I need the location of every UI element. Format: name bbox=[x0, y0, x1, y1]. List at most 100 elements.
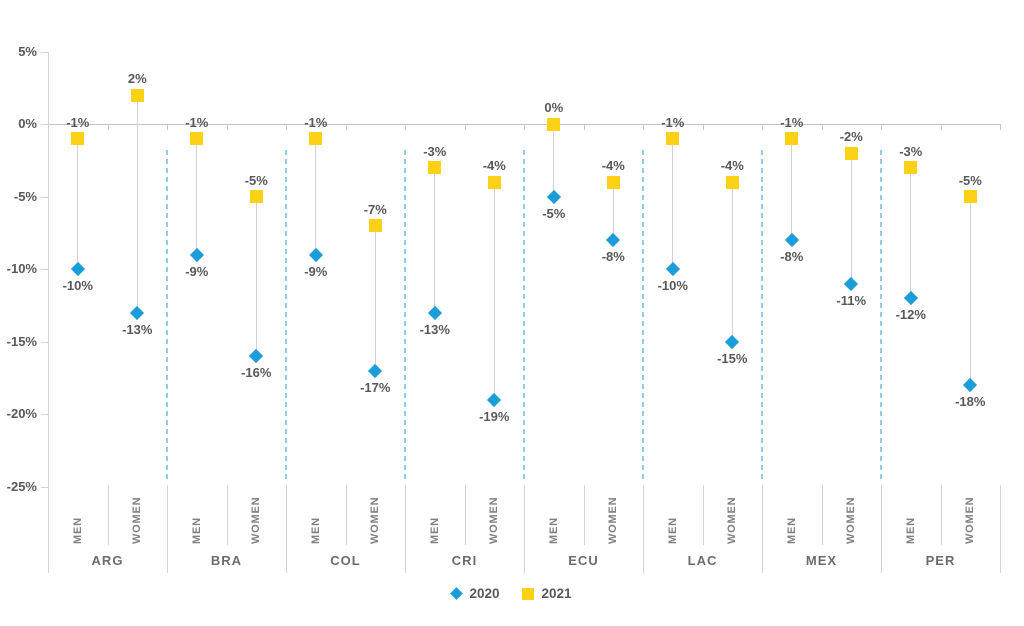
zero-axis-tick bbox=[107, 124, 109, 130]
value-label-2021: -5% bbox=[958, 172, 982, 188]
category-label: MEX bbox=[805, 553, 838, 568]
data-marker-2021 bbox=[71, 132, 85, 145]
connector-line bbox=[136, 95, 138, 313]
data-marker-2021 bbox=[666, 132, 680, 145]
subcategory-divider bbox=[821, 485, 823, 545]
zero-axis-tick bbox=[702, 124, 704, 130]
data-marker-2021 bbox=[428, 161, 442, 174]
subcategory-label: WOMEN bbox=[607, 496, 620, 544]
y-axis-tick bbox=[41, 486, 48, 488]
subcategory-divider bbox=[940, 485, 942, 545]
y-tick-label: -20% bbox=[6, 406, 37, 421]
value-label-2020: -10% bbox=[62, 278, 93, 293]
zero-axis-tick bbox=[524, 124, 525, 130]
subcategory-divider bbox=[464, 485, 466, 545]
y-tick-label: -10% bbox=[6, 261, 37, 276]
zero-axis-tick bbox=[345, 124, 347, 130]
value-label-2020: -15% bbox=[717, 350, 748, 366]
category-label: ARG bbox=[91, 553, 124, 568]
value-label-2020: -5% bbox=[542, 205, 566, 221]
value-label-2020: -9% bbox=[304, 263, 328, 279]
value-label-2020: -11% bbox=[836, 292, 867, 308]
zero-axis-tick bbox=[1000, 124, 1001, 130]
data-marker-2020 bbox=[963, 377, 978, 393]
value-label-2020: -13% bbox=[419, 321, 450, 337]
value-label-2020: -10% bbox=[657, 278, 688, 293]
zero-axis-tick bbox=[405, 124, 406, 130]
legend-diamond-icon bbox=[450, 587, 464, 600]
data-marker-2020 bbox=[606, 232, 621, 248]
value-label-2021: -4% bbox=[601, 158, 625, 173]
zero-axis-tick bbox=[643, 124, 644, 130]
value-label-2021: -1% bbox=[661, 114, 685, 130]
y-tick-label: 5% bbox=[18, 43, 37, 59]
data-marker-2020 bbox=[784, 232, 799, 248]
data-marker-2021 bbox=[785, 132, 799, 145]
y-axis-tick bbox=[41, 51, 48, 53]
value-label-2020: -19% bbox=[479, 408, 510, 424]
connector-line bbox=[850, 153, 852, 284]
subcategory-label: MEN bbox=[309, 517, 322, 544]
zero-axis-tick bbox=[464, 124, 466, 130]
zero-axis-tick bbox=[940, 124, 942, 130]
data-marker-2020 bbox=[487, 392, 502, 407]
connector-line bbox=[672, 138, 674, 269]
group-separator bbox=[761, 150, 763, 480]
value-label-2020: -17% bbox=[360, 379, 391, 395]
group-divider bbox=[524, 485, 525, 573]
zero-axis-tick bbox=[762, 124, 763, 130]
group-separator bbox=[523, 150, 525, 480]
data-marker-2020 bbox=[368, 363, 383, 378]
zero-axis-tick bbox=[286, 124, 287, 130]
value-label-2020: -13% bbox=[122, 321, 153, 337]
data-marker-2021 bbox=[130, 88, 144, 102]
group-divider bbox=[643, 485, 644, 573]
connector-line bbox=[196, 138, 198, 255]
subcategory-label: WOMEN bbox=[369, 496, 382, 544]
data-marker-2021 bbox=[904, 161, 918, 174]
data-marker-2020 bbox=[844, 276, 859, 291]
subcategory-divider bbox=[226, 485, 228, 545]
subcategory-divider bbox=[345, 485, 347, 545]
connector-line bbox=[553, 124, 555, 197]
group-separator bbox=[404, 150, 406, 480]
data-marker-2021 bbox=[725, 175, 739, 189]
subcategory-divider bbox=[107, 485, 109, 545]
connector-line bbox=[791, 138, 793, 240]
connector-line bbox=[255, 196, 257, 356]
y-axis-tick bbox=[41, 341, 48, 343]
subcategory-label: MEN bbox=[785, 517, 798, 544]
value-label-2020: -9% bbox=[185, 263, 209, 279]
group-divider bbox=[405, 485, 406, 573]
value-label-2021: -4% bbox=[720, 158, 744, 173]
value-label-2021: -1% bbox=[185, 114, 209, 130]
data-marker-2020 bbox=[308, 247, 323, 262]
data-marker-2020 bbox=[189, 247, 204, 262]
subcategory-divider bbox=[702, 485, 704, 545]
legend-square-icon bbox=[521, 587, 534, 600]
data-marker-2021 bbox=[844, 146, 858, 160]
data-marker-2020 bbox=[427, 305, 442, 320]
category-label: CRI bbox=[451, 553, 478, 568]
category-label: COL bbox=[330, 553, 361, 568]
subcategory-label: MEN bbox=[904, 517, 917, 544]
data-marker-2020 bbox=[546, 189, 561, 204]
zero-axis-tick bbox=[821, 124, 823, 130]
value-label-2020: -8% bbox=[780, 249, 804, 264]
value-label-2021: -5% bbox=[244, 172, 268, 188]
subcategory-label: WOMEN bbox=[964, 496, 977, 544]
data-marker-2020 bbox=[665, 261, 680, 277]
subcategory-label: MEN bbox=[547, 517, 560, 544]
group-separator bbox=[642, 150, 644, 480]
value-label-2021: -7% bbox=[363, 201, 387, 217]
data-marker-2020 bbox=[903, 290, 918, 306]
zero-axis-tick bbox=[881, 124, 882, 130]
connector-line bbox=[374, 225, 376, 371]
y-axis-tick bbox=[41, 124, 48, 125]
group-divider bbox=[1000, 485, 1001, 573]
value-label-2021: -2% bbox=[839, 129, 863, 144]
data-marker-2021 bbox=[309, 132, 323, 145]
subcategory-label: WOMEN bbox=[131, 496, 144, 544]
